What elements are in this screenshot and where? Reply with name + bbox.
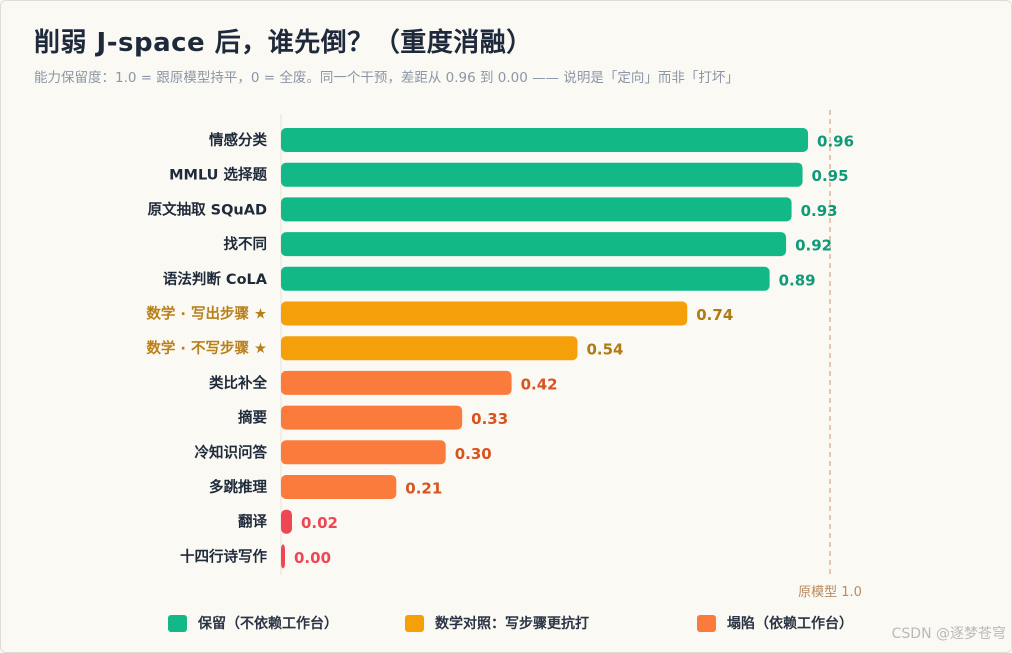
category-label: 语法判断 CoLA: [163, 270, 268, 288]
value-label: 0.00: [294, 549, 331, 567]
category-label: 多跳推理: [209, 478, 267, 496]
value-label: 0.74: [696, 306, 733, 324]
chart-subtitle: 能力保留度：1.0 = 跟原模型持平，0 = 全废。同一个干预，差距从 0.96…: [34, 70, 739, 86]
category-label: 类比补全: [209, 374, 267, 392]
reference-line-label: 原模型 1.0: [798, 585, 862, 600]
bar: [281, 266, 770, 291]
value-label: 0.02: [301, 514, 338, 532]
value-label: 0.54: [586, 341, 623, 359]
bar: [281, 509, 292, 534]
bar: [281, 162, 803, 187]
category-label: 情感分类: [209, 131, 267, 149]
watermark: CSDN @逐梦苍穹: [891, 626, 1006, 642]
value-label: 0.89: [779, 271, 816, 289]
bar: [281, 197, 792, 222]
value-label: 0.93: [801, 202, 838, 220]
value-label: 0.92: [795, 237, 832, 255]
category-label: 找不同: [224, 235, 268, 253]
chart-title: 削弱 J-space 后，谁先倒？（重度消融）: [34, 28, 533, 58]
category-label: 原文抽取 SQuAD: [148, 200, 267, 218]
category-label: MMLU 选择题: [169, 166, 267, 184]
category-label: 翻译: [238, 513, 267, 531]
value-label: 0.96: [817, 133, 854, 151]
legend-label: 数学对照：写步骤更抗打: [435, 615, 589, 632]
value-label: 0.42: [521, 375, 558, 393]
bar: [281, 232, 787, 257]
value-label: 0.33: [471, 410, 508, 428]
bar: [281, 405, 463, 430]
legend-label: 塌陷（依赖工作台）: [727, 615, 853, 632]
value-label: 0.30: [455, 445, 492, 463]
legend-swatch: [405, 615, 424, 632]
bar: [281, 370, 512, 395]
legend-label: 保留（不依赖工作台）: [197, 615, 338, 632]
value-label: 0.21: [405, 480, 442, 498]
legend-swatch: [697, 615, 716, 632]
bar: [281, 475, 397, 499]
category-label: 冷知识问答: [195, 443, 268, 461]
value-label: 0.95: [812, 167, 849, 185]
category-label: 十四行诗写作: [180, 547, 267, 565]
bar: [281, 440, 446, 465]
bar: [281, 128, 809, 152]
category-label: 摘要: [238, 409, 267, 427]
legend-swatch: [168, 615, 187, 632]
category-label: 数学 · 写出步骤 ★: [146, 305, 267, 323]
bar: [281, 336, 578, 361]
bar: [281, 301, 688, 326]
bar: [281, 544, 285, 569]
category-label: 数学 · 不写步骤 ★: [146, 339, 267, 357]
